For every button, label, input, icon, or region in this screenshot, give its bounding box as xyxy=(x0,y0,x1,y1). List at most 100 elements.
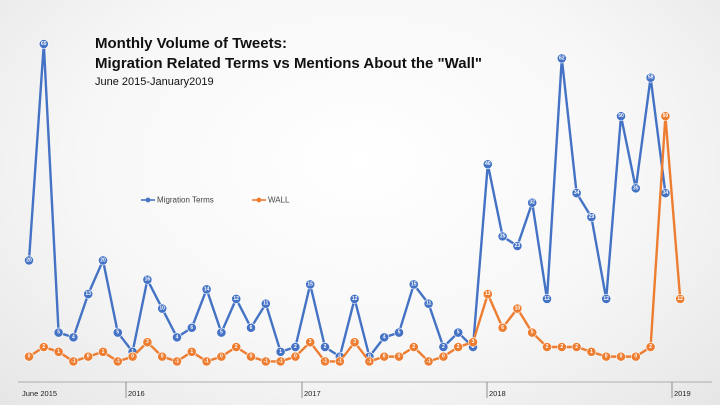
data-label: 2 xyxy=(560,344,563,350)
data-point xyxy=(349,337,360,348)
data-point xyxy=(38,39,49,49)
data-label: 13 xyxy=(85,291,91,297)
data-point xyxy=(305,279,316,290)
data-point xyxy=(482,289,493,299)
data-label: 0 xyxy=(250,354,253,360)
data-point xyxy=(497,231,508,242)
data-label: 15 xyxy=(411,281,417,287)
data-point xyxy=(675,294,686,304)
data-label: 2 xyxy=(442,344,445,350)
data-label: 6 xyxy=(501,325,504,331)
data-label: 11 xyxy=(263,301,269,307)
data-point xyxy=(24,255,34,266)
data-label: 4 xyxy=(72,334,75,340)
data-label: 62 xyxy=(559,55,565,61)
data-point xyxy=(497,322,508,333)
data-point xyxy=(275,346,286,357)
data-point xyxy=(379,332,390,343)
data-label: 0 xyxy=(131,354,134,360)
data-label: 5 xyxy=(57,330,60,336)
data-point xyxy=(83,351,94,362)
series-migration-terms: 2065541320511610461451261112152012045151… xyxy=(24,39,671,362)
data-point xyxy=(601,351,612,362)
data-label: 10 xyxy=(515,306,521,312)
data-point xyxy=(542,342,552,352)
data-point xyxy=(98,255,108,266)
data-point xyxy=(260,356,271,367)
data-label: -1 xyxy=(426,358,431,364)
data-label: 0 xyxy=(442,354,445,360)
data-label: 0 xyxy=(605,354,608,360)
data-label: -1 xyxy=(367,358,372,364)
data-point xyxy=(216,351,227,362)
data-point xyxy=(453,342,464,352)
data-point xyxy=(556,53,567,64)
data-point xyxy=(468,337,478,348)
data-point xyxy=(24,351,34,362)
data-label: 0 xyxy=(620,354,623,360)
data-label: 20 xyxy=(26,257,32,263)
data-point xyxy=(216,327,227,338)
data-label: 16 xyxy=(145,277,151,283)
data-label: -1 xyxy=(278,358,283,364)
data-label: 12 xyxy=(603,296,609,302)
data-label: 0 xyxy=(161,354,164,360)
data-point xyxy=(616,111,626,122)
data-point xyxy=(601,294,612,304)
data-label: -1 xyxy=(175,358,180,364)
data-point xyxy=(290,342,301,352)
data-label: 0 xyxy=(28,354,31,360)
data-label: 1 xyxy=(57,349,60,355)
data-label: 0 xyxy=(220,354,223,360)
data-label: 0 xyxy=(634,354,637,360)
data-label: 4 xyxy=(383,334,386,340)
data-label: 5 xyxy=(116,330,119,336)
data-label: -1 xyxy=(338,358,343,364)
data-point xyxy=(645,72,656,83)
data-label: 15 xyxy=(307,281,313,287)
data-label: 23 xyxy=(515,243,521,249)
data-point xyxy=(408,342,419,352)
data-label: 35 xyxy=(633,185,639,191)
data-label: 0 xyxy=(398,354,401,360)
data-label: 25 xyxy=(500,233,506,239)
data-label: 0 xyxy=(294,354,297,360)
data-label: 5 xyxy=(220,330,223,336)
data-point xyxy=(231,294,242,304)
data-label: 13 xyxy=(485,291,491,297)
data-point xyxy=(453,327,464,338)
legend-label: WALL xyxy=(268,196,290,205)
data-label: 50 xyxy=(618,113,624,119)
data-point xyxy=(586,212,597,223)
data-label: 2 xyxy=(546,344,549,350)
legend-label: Migration Terms xyxy=(157,196,214,205)
data-label: 34 xyxy=(574,190,580,196)
data-point xyxy=(394,351,404,362)
data-point xyxy=(423,356,434,367)
data-label: 10 xyxy=(159,306,165,312)
data-label: 2 xyxy=(235,344,238,350)
data-label: 2 xyxy=(42,344,45,350)
data-label: 12 xyxy=(677,296,683,302)
chart-subtitle: June 2015-January2019 xyxy=(95,76,214,88)
data-point xyxy=(334,356,345,367)
data-point xyxy=(512,241,523,251)
data-point xyxy=(571,342,582,352)
data-label: 2 xyxy=(412,344,415,350)
data-label: -1 xyxy=(323,358,328,364)
legend-swatch-marker xyxy=(145,197,151,203)
data-label: 50 xyxy=(663,113,669,119)
data-label: 6 xyxy=(250,325,253,331)
data-point xyxy=(571,188,582,198)
data-point xyxy=(142,274,153,285)
x-tick-label: June 2015 xyxy=(22,389,57,398)
data-point xyxy=(112,327,123,338)
data-label: 3 xyxy=(309,339,312,345)
title-block: Monthly Volume of Tweets: Migration Rela… xyxy=(95,34,482,89)
data-point xyxy=(438,351,449,362)
data-label: 3 xyxy=(472,339,475,345)
data-label: 0 xyxy=(87,354,90,360)
data-point xyxy=(68,356,79,367)
